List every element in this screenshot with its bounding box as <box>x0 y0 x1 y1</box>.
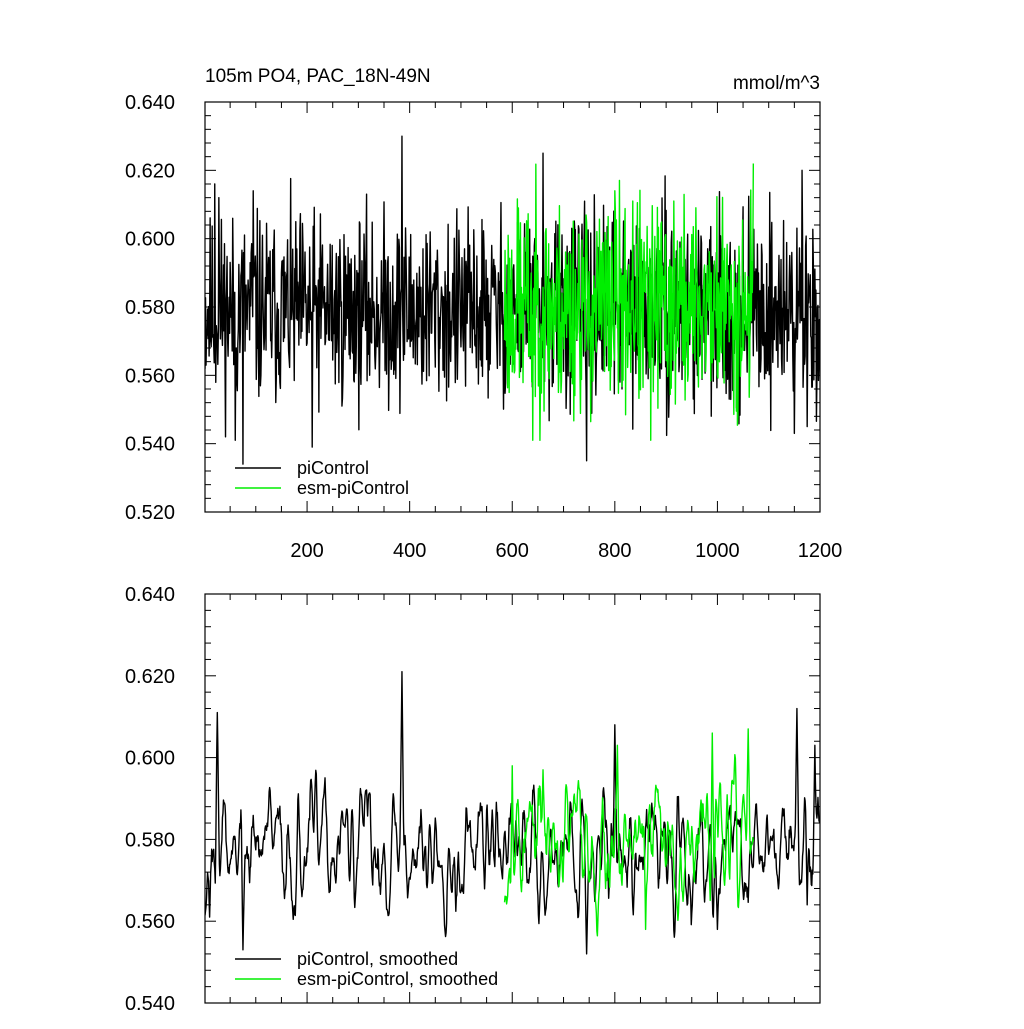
chart-panel-1: 200 400 600 800 1000 1200 0.520 0.540 0.560 0.580… <box>125 66 842 562</box>
y-tick-label: 0.580 <box>125 297 175 319</box>
y-tick-label: 0.580 <box>125 829 175 851</box>
y-tick-label: 0.600 <box>125 229 175 251</box>
x-tick-label: 200 <box>290 540 323 562</box>
chart-panel-2: 0.540 0.560 0.580 0.600 0.620 0.640 piControl,… <box>125 584 821 1015</box>
y-tick-label: 0.540 <box>125 993 175 1015</box>
y-tick-label: 0.520 <box>125 502 175 524</box>
x-tick-label: 1200 <box>798 540 843 562</box>
series-line-esm-picontrol <box>503 163 755 442</box>
x-tick-label: 1000 <box>695 540 740 562</box>
x-tick-label: 600 <box>496 540 529 562</box>
legend-label: esm-piControl <box>297 478 409 498</box>
y-tick-label: 0.560 <box>125 911 175 933</box>
y-tick-label: 0.560 <box>125 365 175 387</box>
y-tick-label: 0.620 <box>125 160 175 182</box>
x-tick-label: 400 <box>393 540 426 562</box>
y-tick-label: 0.540 <box>125 434 175 456</box>
y-tick-label: 0.620 <box>125 666 175 688</box>
legend-label: piControl, smoothed <box>297 949 458 969</box>
chart-title: 105m PO4, PAC_18N-49N <box>205 66 431 87</box>
units-label: mmol/m^3 <box>733 73 820 94</box>
y-tick-label: 0.640 <box>125 92 175 114</box>
y-tick-label: 0.640 <box>125 584 175 606</box>
legend-label: piControl <box>297 458 369 478</box>
y-tick-label: 0.600 <box>125 748 175 770</box>
series-line-esm-picontrol-smoothed <box>503 728 755 937</box>
legend-label: esm-piControl, smoothed <box>297 969 498 989</box>
x-tick-label: 800 <box>598 540 631 562</box>
